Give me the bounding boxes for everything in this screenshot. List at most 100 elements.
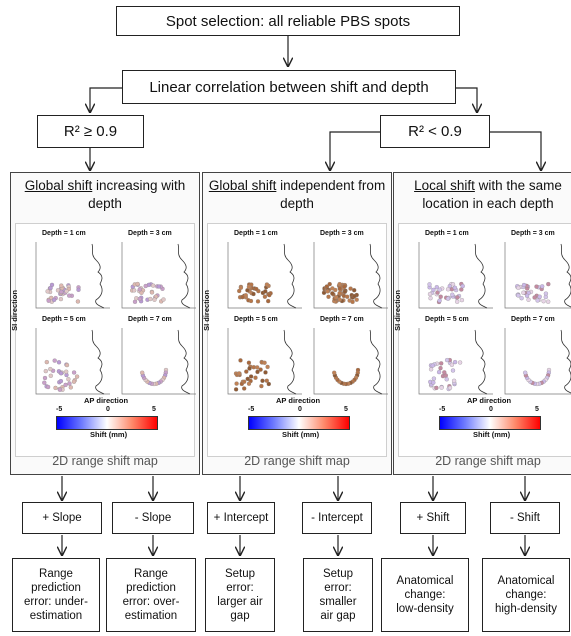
panel-title-rest: independent from depth [276, 178, 386, 211]
colorbar-tick-label: 0 [489, 406, 493, 413]
depth-subplot [313, 242, 388, 309]
x-axis-label: AP direction [467, 396, 512, 405]
shift-spot-marker [67, 293, 72, 298]
shift-spot-marker [71, 379, 77, 384]
outcome-box-2: Range prediction error: over-estimation [106, 558, 196, 632]
shift-spot-marker [139, 290, 144, 295]
shift-spot-marker [58, 378, 64, 384]
shift-spot-marker [75, 299, 81, 304]
panel-3: Local shift with the same location in ea… [393, 172, 571, 475]
depth-label: Depth = 5 cm [425, 316, 469, 323]
outcome-box-6: Anatomical change: high-density [482, 558, 570, 632]
shift-spot-marker [332, 370, 337, 375]
shift-spot-marker [264, 282, 270, 287]
outcome-line: Setup [322, 568, 354, 580]
subplot-axes [35, 328, 110, 395]
shift-spot-marker [437, 298, 442, 303]
depth-subplot [121, 242, 196, 309]
shift-spot-marker [445, 296, 451, 301]
colorbar-tick-label: -5 [439, 406, 446, 413]
depth-subplot [504, 328, 571, 395]
shift-spot-marker [66, 377, 71, 382]
branch-box-2: - Slope [112, 502, 194, 534]
shift-spot-marker [140, 370, 145, 375]
x-axis-label: AP direction [84, 396, 129, 405]
shift-spot-marker [438, 294, 443, 299]
panel-caption: 2D range shift map [52, 454, 158, 468]
shift-spot-marker [246, 284, 252, 290]
shift-spot-marker [326, 294, 331, 299]
shift-spot-marker [134, 296, 139, 301]
outcome-line: estimation [124, 610, 178, 622]
shift-spot-marker [135, 281, 140, 287]
shift-spot-marker [48, 366, 53, 372]
shift-spot-marker [258, 367, 263, 372]
depth-label: Depth = 7 cm [320, 316, 364, 323]
shift-map-figure: Depth = 1 cm Depth = 3 cm Depth = 5 cm Dept… [393, 223, 571, 457]
shift-spot-marker [255, 365, 260, 370]
spot-selection-label: Spot selection: all reliable PBS spots [165, 12, 411, 30]
subplot-axes [35, 242, 110, 309]
shift-spot-marker [523, 370, 528, 375]
shift-spot-marker [438, 365, 443, 371]
shift-spot-marker [68, 385, 73, 390]
shift-spot-marker [543, 294, 548, 300]
shift-spot-marker [427, 291, 433, 297]
shift-spot-marker [255, 369, 260, 375]
patient-profile-contour [283, 329, 297, 395]
shift-spot-marker [516, 285, 521, 290]
outcome-line: Anatomical [396, 575, 454, 587]
patient-profile-contour [560, 243, 571, 308]
shift-spot-marker [264, 378, 269, 383]
shift-spot-marker [452, 285, 458, 290]
shift-spot-marker [45, 289, 50, 294]
shift-spot-marker [354, 297, 359, 302]
outcome-box-3: Setup error: larger air gap [205, 558, 275, 632]
r2-low-box: R² < 0.9 [380, 115, 490, 148]
shift-spot-marker [48, 285, 53, 291]
shift-spot-marker [434, 285, 439, 290]
shift-spot-marker [430, 363, 435, 368]
subplot-axes [227, 328, 302, 395]
shift-spot-marker [248, 298, 254, 304]
shift-spot-marker [428, 296, 433, 301]
shift-spot-marker [253, 375, 258, 380]
shift-spot-marker [457, 360, 463, 365]
shift-spot-marker [58, 296, 64, 302]
shift-spot-marker [337, 297, 342, 302]
subplot-axes [121, 242, 196, 309]
shift-spot-marker [44, 359, 49, 365]
shift-spot-marker [71, 370, 77, 375]
shift-spot-marker [234, 381, 239, 386]
shift-spot-marker [546, 299, 551, 304]
y-axis-label: SI direction [201, 290, 211, 331]
shift-spot-marker [327, 281, 332, 287]
depth-label: Depth = 5 cm [42, 316, 86, 323]
outcome-line: prediction [126, 582, 176, 594]
outcome-line: error: [226, 582, 254, 594]
shift-spot-marker [59, 289, 64, 295]
shift-spot-marker [248, 374, 254, 379]
patient-profile-contour [474, 243, 488, 309]
shift-spot-marker [143, 283, 148, 289]
outcome-line: error: over- [122, 596, 180, 608]
shift-spot-marker [337, 281, 342, 287]
shift-spot-marker [42, 380, 47, 385]
depth-subplot [227, 242, 302, 309]
patient-profile-contour [560, 329, 571, 394]
shift-spot-marker [431, 376, 437, 381]
shift-spot-marker [451, 378, 457, 383]
panel-title-underlined: Global shift [208, 178, 277, 193]
shift-spot-marker [526, 297, 531, 302]
shift-spot-marker [259, 383, 264, 389]
colorbar-label: Shift (mm) [473, 430, 511, 439]
shift-spot-marker [262, 294, 268, 299]
outcome-line: low-density [396, 603, 454, 615]
shift-spot-marker [53, 385, 58, 391]
shift-spot-marker [238, 358, 243, 363]
depth-label: Depth = 7 cm [511, 316, 555, 323]
linear-correlation-box: Linear correlation between shift and dep… [122, 70, 456, 104]
shift-spot-marker [546, 281, 551, 287]
shift-spot-marker [450, 292, 455, 297]
